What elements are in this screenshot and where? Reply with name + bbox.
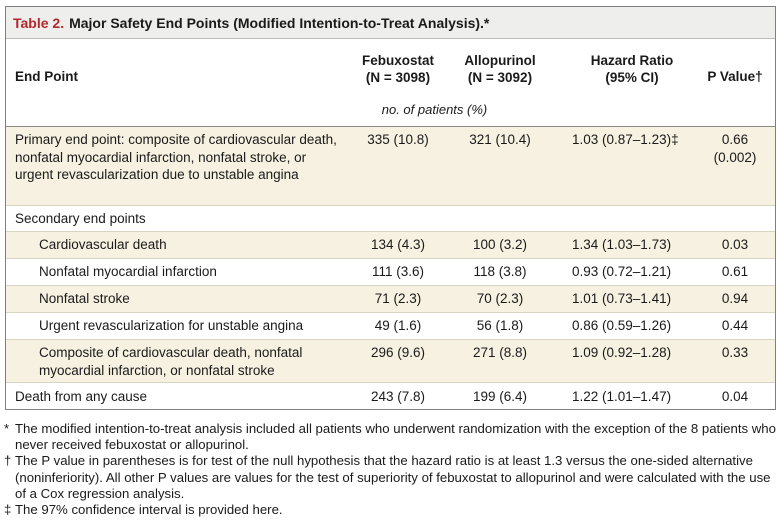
footnote-text: The P value in parentheses is for test o…	[15, 453, 771, 501]
header-p-value: P Value†	[707, 69, 763, 84]
footnote: ‡ The 97% confidence interval is provide…	[4, 502, 780, 518]
row-p-value: 0.61	[721, 264, 749, 279]
footnote-symbol: ‡	[4, 502, 12, 518]
table-row: Secondary end points	[6, 206, 775, 232]
row-p-value: 0.44	[721, 318, 749, 333]
row-allopurinol: 321 (10.4)	[469, 132, 531, 147]
row-allopurinol: 118 (3.8)	[473, 264, 527, 279]
footnotes: * The modified intention-to-treat analys…	[4, 421, 780, 518]
header-allopurinol-n: (N = 3092)	[467, 70, 533, 85]
header-allopurinol-label: Allopurinol	[464, 53, 536, 68]
row-allopurinol: 100 (3.2)	[472, 237, 528, 252]
row-allopurinol: 271 (8.8)	[472, 345, 528, 360]
row-p-value: 0.94	[721, 291, 749, 306]
row-end-point: Composite of cardiovascular death, nonfa…	[39, 344, 349, 379]
row-end-point: Primary end point: composite of cardiova…	[15, 132, 337, 182]
column-headers: End Point Febuxostat (N = 3098) Allopuri…	[6, 39, 775, 101]
table-row: Nonfatal stroke 71 (2.3) 70 (2.3) 1.01 (…	[6, 286, 775, 313]
row-hazard-ratio: 1.09 (0.92–1.28)	[572, 345, 672, 360]
header-febuxostat-n: (N = 3098)	[365, 70, 431, 85]
table-title: Table 2. Major Safety End Points (Modifi…	[6, 7, 775, 39]
row-p-value: 0.04	[721, 389, 749, 404]
units-row: no. of patients (%)	[6, 101, 775, 127]
row-febuxostat: 49 (1.6)	[374, 318, 422, 333]
row-febuxostat: 71 (2.3)	[374, 291, 422, 306]
footnote-symbol: †	[4, 453, 12, 469]
row-febuxostat: 243 (7.8)	[370, 389, 426, 404]
row-hazard-ratio: 1.34 (1.03–1.73)	[572, 237, 672, 252]
footnote: † The P value in parentheses is for test…	[4, 453, 780, 502]
row-p-value: 0.33	[721, 345, 749, 360]
safety-table: Table 2. Major Safety End Points (Modifi…	[5, 6, 776, 410]
row-p-value: 0.66 (0.002)	[700, 131, 770, 166]
table-row: Composite of cardiovascular death, nonfa…	[6, 340, 775, 383]
row-febuxostat: 296 (9.6)	[370, 345, 426, 360]
row-p-value-main: 0.66	[721, 132, 749, 147]
row-hazard-ratio: 0.86 (0.59–1.26)	[572, 318, 672, 333]
row-allopurinol: 199 (6.4)	[472, 389, 528, 404]
row-p-value-noninferiority: (0.002)	[713, 149, 757, 165]
footnote-symbol: *	[4, 421, 10, 436]
header-hazard-ratio-ci: (95% CI)	[605, 70, 659, 85]
table-row: Death from any cause 243 (7.8) 199 (6.4)…	[6, 383, 775, 409]
table-row: Nonfatal myocardial infarction 111 (3.6)…	[6, 259, 775, 286]
row-allopurinol: 56 (1.8)	[476, 318, 524, 333]
header-allopurinol: Allopurinol (N = 3092)	[455, 52, 545, 86]
header-febuxostat: Febuxostat (N = 3098)	[353, 52, 443, 86]
row-end-point: Nonfatal stroke	[39, 291, 130, 306]
table-title-text: Major Safety End Points (Modified Intent…	[69, 14, 490, 31]
row-p-value: 0.03	[721, 237, 749, 252]
row-febuxostat: 335 (10.8)	[367, 132, 429, 147]
header-end-point: End Point	[15, 69, 78, 84]
header-febuxostat-label: Febuxostat	[361, 53, 434, 68]
table-number: Table 2.	[13, 14, 65, 31]
row-hazard-ratio: 1.03 (0.87–1.23)‡	[572, 132, 679, 147]
footnote-text: The modified intention-to-treat analysis…	[15, 421, 776, 453]
row-febuxostat: 111 (3.6)	[371, 264, 425, 279]
row-hazard-ratio: 1.22 (1.01–1.47)	[572, 389, 672, 404]
row-allopurinol: 70 (2.3)	[476, 291, 524, 306]
row-end-point: Urgent revascularization for unstable an…	[39, 318, 304, 333]
table-row: Primary end point: composite of cardiova…	[6, 127, 775, 206]
header-hazard-ratio: Hazard Ratio (95% CI)	[572, 52, 692, 86]
header-hazard-ratio-label: Hazard Ratio	[590, 53, 674, 68]
row-hazard-ratio: 0.93 (0.72–1.21)	[572, 264, 672, 279]
row-end-point: Nonfatal myocardial infarction	[39, 264, 217, 279]
row-end-point: Cardiovascular death	[39, 237, 167, 252]
row-febuxostat: 134 (4.3)	[370, 237, 426, 252]
row-end-point: Secondary end points	[15, 211, 146, 226]
table-row: Cardiovascular death 134 (4.3) 100 (3.2)…	[6, 232, 775, 259]
footnote-text: The 97% confidence interval is provided …	[15, 502, 283, 518]
table-row: Urgent revascularization for unstable an…	[6, 313, 775, 340]
row-end-point-text: Composite of cardiovascular death, nonfa…	[39, 345, 303, 378]
row-hazard-ratio: 1.01 (0.73–1.41)	[572, 291, 672, 306]
footnote: * The modified intention-to-treat analys…	[4, 421, 780, 453]
row-end-point: Death from any cause	[15, 389, 148, 404]
